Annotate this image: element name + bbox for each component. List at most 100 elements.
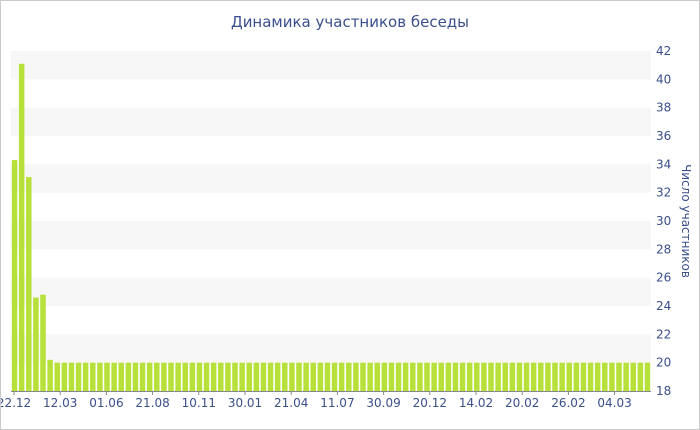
bar xyxy=(395,362,402,391)
y-tick-label: 40 xyxy=(656,72,671,86)
y-tick-label: 28 xyxy=(656,242,671,256)
bar xyxy=(146,362,153,391)
bar xyxy=(374,362,380,391)
bar xyxy=(495,362,501,391)
bar xyxy=(175,362,181,391)
bar xyxy=(552,362,558,391)
bar xyxy=(481,362,487,391)
bar xyxy=(232,362,238,391)
bar xyxy=(225,362,231,391)
bar xyxy=(68,362,75,391)
bar xyxy=(545,362,551,391)
bar xyxy=(573,362,580,391)
bar xyxy=(33,297,39,391)
bar xyxy=(253,362,260,391)
x-tick-label: 22.12 xyxy=(1,396,31,410)
bar xyxy=(509,362,516,391)
bar xyxy=(168,362,174,391)
y-tick-label: 30 xyxy=(656,214,671,228)
bar xyxy=(310,362,316,391)
bar xyxy=(538,362,544,391)
bar xyxy=(47,359,53,391)
bar xyxy=(317,362,324,391)
bar xyxy=(609,362,615,391)
y-tick-label: 24 xyxy=(656,299,671,313)
bar xyxy=(218,362,224,391)
bar xyxy=(331,362,338,391)
bar xyxy=(82,362,89,391)
bar xyxy=(445,362,452,391)
x-tick-label: 01.06 xyxy=(89,396,123,410)
bar xyxy=(11,160,18,391)
bar xyxy=(466,362,473,391)
bar xyxy=(580,362,587,391)
bar xyxy=(353,362,359,391)
bar xyxy=(474,362,480,391)
bar xyxy=(488,362,494,391)
bar xyxy=(566,362,572,391)
y-tick-label: 18 xyxy=(656,384,671,398)
y-tick-label: 38 xyxy=(656,101,671,115)
x-tick-label: 14.02 xyxy=(459,396,493,410)
bar xyxy=(559,362,565,391)
bar xyxy=(502,362,508,391)
bar xyxy=(367,362,373,391)
bar xyxy=(594,362,601,391)
bar xyxy=(239,362,245,391)
bar xyxy=(338,362,345,391)
bar xyxy=(132,362,139,391)
bar xyxy=(289,362,295,391)
bar xyxy=(530,362,537,391)
bar xyxy=(139,362,146,391)
x-tick-label: 20.02 xyxy=(505,396,539,410)
bar xyxy=(637,362,644,391)
y-tick-label: 22 xyxy=(656,327,671,341)
bar xyxy=(438,362,444,391)
bar xyxy=(210,362,217,391)
bar xyxy=(644,362,651,391)
bar xyxy=(630,362,636,391)
y-tick-label: 36 xyxy=(656,129,671,143)
bar xyxy=(97,362,103,391)
bar xyxy=(118,362,124,391)
bar xyxy=(282,362,288,391)
bar xyxy=(26,177,32,391)
bar xyxy=(90,362,96,391)
y-tick-label: 20 xyxy=(656,356,671,370)
bar xyxy=(111,362,117,391)
y-tick-label: 32 xyxy=(656,186,671,200)
y-tick-label: 34 xyxy=(656,157,671,171)
bar xyxy=(523,362,530,391)
x-tick-label: 10.11 xyxy=(182,396,216,410)
bar xyxy=(75,362,82,391)
x-tick-label: 21.08 xyxy=(135,396,169,410)
bar xyxy=(203,362,210,391)
bar xyxy=(54,362,60,391)
grid-band xyxy=(11,107,651,136)
x-tick-label: 21.04 xyxy=(274,396,308,410)
x-tick-label: 30.01 xyxy=(228,396,262,410)
x-tick-label: 12.03 xyxy=(43,396,77,410)
bar xyxy=(182,362,188,391)
bar xyxy=(246,362,252,391)
x-tick-label: 26.02 xyxy=(551,396,585,410)
bar xyxy=(381,362,388,391)
grid-band xyxy=(11,51,651,80)
bar xyxy=(388,362,395,391)
bar xyxy=(61,362,68,391)
bar xyxy=(104,362,110,391)
bar xyxy=(360,362,366,391)
bar xyxy=(296,362,302,391)
grid-band xyxy=(11,277,651,306)
bar xyxy=(424,362,430,391)
bar xyxy=(616,362,622,391)
bar xyxy=(459,362,466,391)
bar xyxy=(410,362,416,391)
bar xyxy=(161,362,167,391)
bar xyxy=(267,362,274,391)
bar xyxy=(260,362,267,391)
bar xyxy=(602,362,608,391)
bar xyxy=(125,362,132,391)
